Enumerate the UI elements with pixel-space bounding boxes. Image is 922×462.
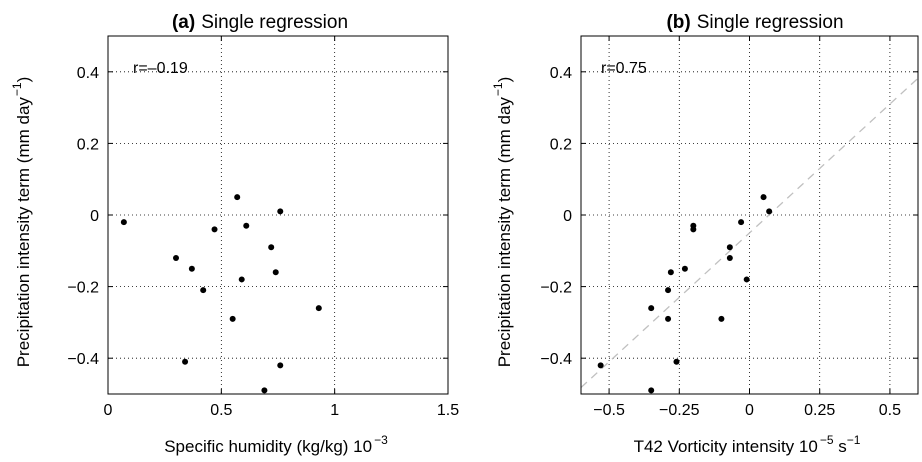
panel-a-data-point xyxy=(234,194,241,201)
panel-a-ylabel: Precipitation intensity term (mm day−1) xyxy=(10,77,33,368)
panel-a-data-point xyxy=(261,387,268,394)
panel-a-ytick-label: 0.2 xyxy=(77,136,99,153)
panel-a-data-point xyxy=(229,315,236,322)
panel-a-ytick-label: 0.4 xyxy=(77,65,99,82)
panel-b-xlabel: T42 Vorticity intensity 10 −5 s−1 xyxy=(634,433,861,456)
panel-b-data-point xyxy=(760,194,767,201)
panel-b-xtick-label: 0 xyxy=(745,402,754,419)
panel-b-data-point xyxy=(673,358,680,365)
panel-b-data-point xyxy=(726,244,733,251)
panel-a-data-point xyxy=(277,208,284,215)
panel-b-data-point xyxy=(766,208,773,215)
panel-b-data-point xyxy=(665,287,672,294)
panel-b-data-point xyxy=(690,222,697,229)
panel-b-data-point xyxy=(738,219,745,226)
panel-a-data-point xyxy=(268,244,275,251)
panel-b-ytick-label: −0.2 xyxy=(540,280,572,297)
panel-a-data-point xyxy=(120,219,127,226)
panel-b-data-point xyxy=(597,362,604,369)
panel-a-data-point xyxy=(315,305,322,312)
panel-a-annotation: r=–0.19 xyxy=(133,60,188,77)
panel-a-ytick-label: −0.4 xyxy=(67,351,99,368)
panel-a-data-point xyxy=(277,362,284,369)
panel-b-annotation: r=0.75 xyxy=(601,60,647,77)
panel-a-data-point xyxy=(182,358,189,365)
panel-a-plot: 0 0.5 1 1.5 −0.4 −0.2 0 0.2 0.4 xyxy=(67,35,459,419)
panel-a-data-point xyxy=(173,254,179,261)
panel-b-data-point xyxy=(648,305,655,312)
panel-b-data-point xyxy=(681,265,688,272)
panel-a-data-point xyxy=(211,226,218,233)
panel-b-xtick-label: −0.5 xyxy=(593,402,625,419)
panel-b-data-point xyxy=(726,254,733,261)
panel-b-xtick-label: −0.25 xyxy=(659,402,700,419)
panel-b-data-point xyxy=(718,315,725,322)
panel-a-title: (a) Single regression xyxy=(172,12,348,33)
panel-b-ytick-label: −0.4 xyxy=(540,351,572,368)
panel-a-xtick-label: 1.5 xyxy=(437,402,459,419)
panel-b-title: (b) Single regression xyxy=(666,12,843,33)
panel-b-data-point xyxy=(665,315,672,322)
panel-a-xtick-label: 0.5 xyxy=(210,402,232,419)
panel-a-xtick-label: 1 xyxy=(330,402,339,419)
panel-b-ytick-label: 0.2 xyxy=(550,136,572,153)
panel-b-data-point xyxy=(743,276,750,283)
panel-a-data-point xyxy=(243,222,250,229)
panel-b-regression-line xyxy=(581,77,918,389)
panel-b-data-point xyxy=(648,387,655,394)
panel-a-data-point xyxy=(188,265,195,272)
panel-b-xtick-label: 0.5 xyxy=(879,402,901,419)
panel-a-data-point xyxy=(238,276,245,283)
panel-b-ylabel: Precipitation intensity term (mm day−1) xyxy=(491,77,514,368)
panel-b-ytick-label: 0.4 xyxy=(550,65,572,82)
panel-a-ytick-label: 0 xyxy=(90,208,99,225)
panel-a-data-point xyxy=(200,287,207,294)
panel-b-xtick-label: 0.25 xyxy=(804,402,835,419)
panel-a-xtick-label: 0 xyxy=(104,402,113,419)
panel-a-ytick-label: −0.2 xyxy=(67,280,99,297)
panel-a-data-point xyxy=(272,269,279,276)
panel-b-ytick-label: 0 xyxy=(563,208,572,225)
panel-b-data-point xyxy=(667,269,674,276)
panel-b-plot: −0.5 −0.25 0 0.25 0.5 −0.4 −0.2 0 0.2 0.4 xyxy=(540,35,919,419)
panel-a-xlabel: Specific humidity (kg/kg) 10 −3 xyxy=(164,433,388,456)
